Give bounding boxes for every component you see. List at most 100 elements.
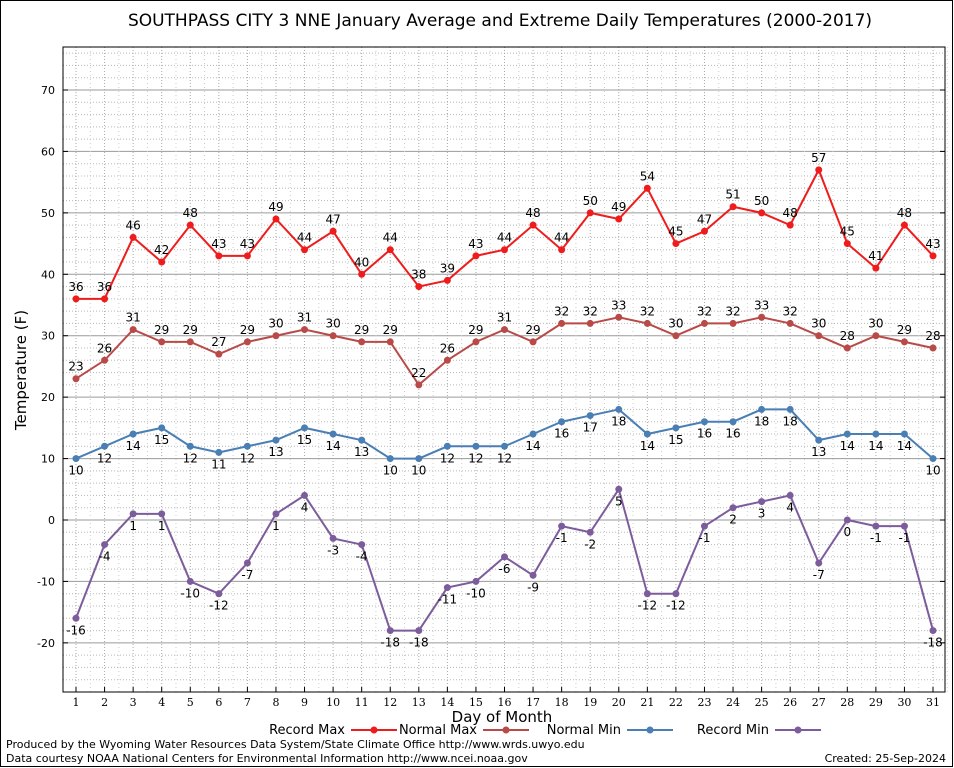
data-label: 29 [468, 323, 483, 337]
data-label: 57 [811, 151, 826, 165]
data-label: -1 [898, 531, 910, 545]
data-point [129, 326, 137, 334]
created-date: Created: 25-Sep-2024 [824, 752, 946, 765]
legend-marker [502, 726, 510, 734]
data-point [758, 313, 766, 321]
x-tick-label: 26 [783, 696, 797, 709]
data-label: 28 [840, 329, 855, 343]
data-label: 13 [268, 445, 283, 459]
data-point [501, 553, 509, 561]
x-tick-label: 31 [926, 696, 940, 709]
data-label: 39 [440, 261, 455, 275]
x-tick-label: 21 [640, 696, 654, 709]
data-label: 41 [868, 249, 883, 263]
y-tick-label: -20 [37, 637, 55, 650]
data-label: 46 [125, 218, 140, 232]
data-point [501, 326, 509, 334]
x-tick-label: 6 [215, 696, 222, 709]
data-point [129, 233, 137, 241]
data-label: 47 [697, 212, 712, 226]
y-tick-label: -10 [37, 575, 55, 588]
data-point [329, 430, 337, 438]
data-point [872, 264, 880, 272]
data-label: 18 [611, 414, 626, 428]
data-label: 51 [725, 188, 740, 202]
data-label: -9 [527, 580, 539, 594]
data-point [129, 430, 137, 438]
data-label: 18 [783, 414, 798, 428]
data-label: 30 [268, 317, 283, 331]
data-point [643, 430, 651, 438]
data-point [301, 246, 309, 254]
data-label: 18 [754, 414, 769, 428]
x-tick-label: 19 [583, 696, 597, 709]
y-tick-label: 30 [41, 330, 55, 343]
legend-marker [646, 726, 654, 734]
data-label: 29 [154, 323, 169, 337]
data-label: 16 [725, 427, 740, 441]
data-point [815, 166, 823, 174]
data-label: -12 [209, 599, 229, 613]
data-point [329, 534, 337, 542]
data-label: 26 [440, 341, 455, 355]
data-label: -7 [241, 568, 253, 582]
data-label: 10 [925, 464, 940, 478]
y-tick-label: 20 [41, 391, 55, 404]
legend-label: Normal Max [399, 723, 477, 738]
data-point [929, 455, 937, 463]
data-point [586, 412, 594, 420]
data-point [243, 252, 251, 260]
data-label: 12 [183, 451, 198, 465]
y-tick-label: 50 [41, 207, 55, 220]
data-point [301, 326, 309, 334]
data-point [558, 246, 566, 254]
x-tick-label: 23 [697, 696, 711, 709]
data-label: 14 [525, 439, 540, 453]
series-record-min: -16-41 1-10-12-714-3 -4-18 -18-11 -10-6-9-1-… [66, 485, 943, 650]
y-tick-label: 10 [41, 453, 55, 466]
data-point [643, 319, 651, 327]
data-point [386, 455, 394, 463]
data-label: -12 [666, 599, 686, 613]
y-axis-label: Temperature (F) [12, 310, 30, 431]
data-label: 31 [297, 311, 312, 325]
series-record-max: 36 36 46 42 48 43 43 49 44 47 40 44 38 39 43 44 48 44 50 49… [68, 151, 941, 303]
x-tick-label: 24 [726, 696, 740, 709]
producer-credit: Produced by the Wyoming Water Resources … [6, 738, 585, 751]
data-point [700, 522, 708, 530]
data-point [729, 504, 737, 512]
data-label: 11 [211, 457, 226, 471]
data-label: 33 [754, 298, 769, 312]
data-label: 43 [925, 237, 940, 251]
data-point [415, 283, 423, 291]
data-label: 31 [125, 311, 140, 325]
data-label: 29 [383, 323, 398, 337]
data-label: 49 [268, 200, 283, 214]
data-label: 32 [697, 304, 712, 318]
x-tick-label: 28 [840, 696, 854, 709]
data-label: -18 [380, 636, 400, 650]
legend-label: Normal Min [547, 723, 621, 738]
data-point [586, 209, 594, 217]
data-point [386, 338, 394, 346]
data-label: 30 [325, 317, 340, 331]
data-label: 5 [615, 494, 623, 508]
plot-area [62, 46, 946, 693]
data-label: 10 [411, 464, 426, 478]
x-tick-label: 18 [555, 696, 569, 709]
data-label: 2 [729, 513, 737, 527]
data-label: -16 [66, 623, 86, 637]
data-label: -6 [499, 562, 511, 576]
data-point [643, 184, 651, 192]
data-label: 29 [183, 323, 198, 337]
data-label: 12 [468, 451, 483, 465]
data-point [186, 221, 194, 229]
data-point [872, 430, 880, 438]
data-label: 4 [301, 500, 309, 514]
data-point [900, 430, 908, 438]
x-tick-label: 10 [326, 696, 340, 709]
data-label: 15 [297, 433, 312, 447]
data-label: 1 [129, 519, 137, 533]
